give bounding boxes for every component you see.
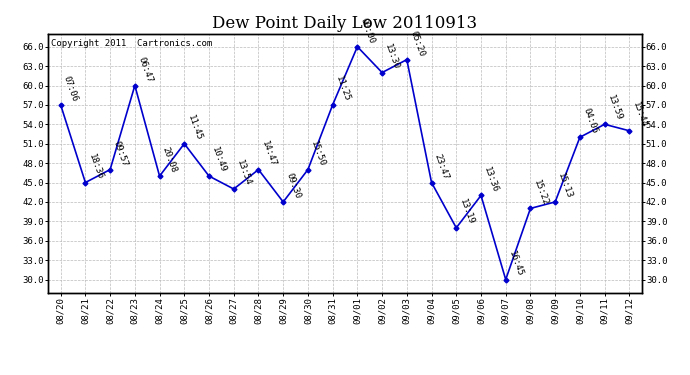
Text: Copyright 2011  Cartronics.com: Copyright 2011 Cartronics.com bbox=[51, 39, 213, 48]
Text: 07:06: 07:06 bbox=[62, 75, 79, 103]
Text: 16:45: 16:45 bbox=[507, 249, 524, 278]
Text: 00:00: 00:00 bbox=[359, 16, 376, 45]
Text: 13:36: 13:36 bbox=[482, 165, 500, 194]
Text: 09:57: 09:57 bbox=[111, 140, 129, 168]
Text: 11:45: 11:45 bbox=[186, 114, 203, 142]
Text: 18:36: 18:36 bbox=[87, 152, 104, 181]
Text: 04:05: 04:05 bbox=[581, 107, 599, 135]
Text: 13:30: 13:30 bbox=[384, 42, 401, 70]
Text: 06:47: 06:47 bbox=[136, 55, 154, 84]
Text: 15:44: 15:44 bbox=[631, 100, 648, 129]
Text: 11:25: 11:25 bbox=[334, 75, 351, 103]
Text: 15:13: 15:13 bbox=[556, 172, 574, 200]
Text: 23:47: 23:47 bbox=[433, 152, 451, 181]
Text: 13:19: 13:19 bbox=[457, 198, 475, 226]
Text: 20:08: 20:08 bbox=[161, 146, 179, 174]
Text: 13:54: 13:54 bbox=[235, 159, 253, 187]
Text: 15:22: 15:22 bbox=[532, 178, 549, 207]
Text: 10:49: 10:49 bbox=[210, 146, 228, 174]
Text: 05:20: 05:20 bbox=[408, 29, 426, 58]
Text: 13:59: 13:59 bbox=[606, 94, 624, 122]
Text: 09:30: 09:30 bbox=[284, 172, 302, 200]
Text: 14:47: 14:47 bbox=[259, 140, 277, 168]
Title: Dew Point Daily Low 20110913: Dew Point Daily Low 20110913 bbox=[213, 15, 477, 32]
Text: 15:50: 15:50 bbox=[309, 140, 327, 168]
